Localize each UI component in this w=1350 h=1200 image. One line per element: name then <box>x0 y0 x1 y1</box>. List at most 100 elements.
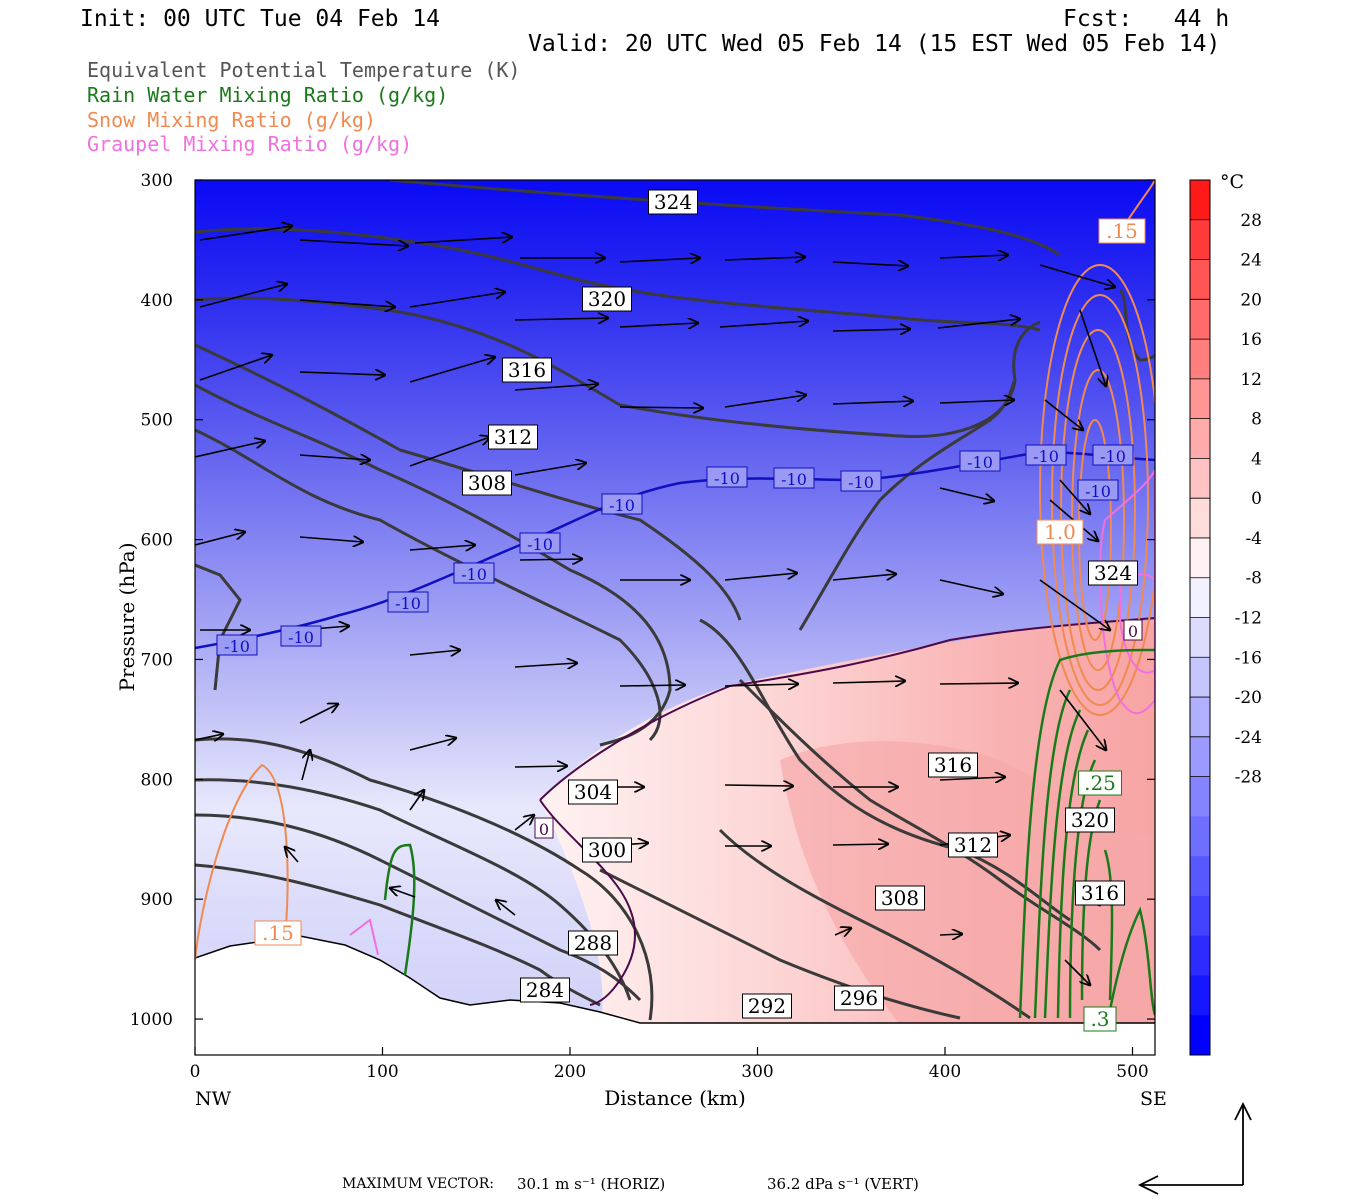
theta-e-label: 300 <box>588 838 626 862</box>
colorbar-swatch <box>1190 816 1210 857</box>
colorbar-swatch <box>1190 537 1210 579</box>
colorbar-tick-label: -24 <box>1235 728 1262 748</box>
theta-e-label: 308 <box>468 471 506 495</box>
isotherm-label-box <box>1025 444 1067 466</box>
colorbar-tick-label: -20 <box>1235 688 1262 708</box>
colorbar-swatch <box>1190 736 1210 778</box>
colorbar-swatch <box>1190 498 1210 539</box>
field-label-rain: Rain Water Mixing Ratio (g/kg) <box>87 83 449 107</box>
theta-e-label: 320 <box>588 287 626 311</box>
theta-e-label-box <box>568 779 618 805</box>
max-vector-vert: 36.2 dPa s⁻¹ (VERT) <box>767 1175 919 1193</box>
theta-e-label: 308 <box>881 886 919 910</box>
forecast-hour: Fcst: 44 h <box>1063 6 1230 32</box>
y-tick-label: 1000 <box>130 1010 173 1030</box>
colorbar-tick-label: 8 <box>1251 410 1262 430</box>
colorbar-tick-label: 28 <box>1240 211 1262 231</box>
theta-e-label-box <box>928 752 978 778</box>
theta-e-label-box <box>742 993 792 1019</box>
colorbar-swatch <box>1190 657 1210 698</box>
y-tick-label: 700 <box>141 650 173 670</box>
x-axis: 0 100 200 300 400 500 <box>190 1047 1149 1082</box>
y-tick-label: 600 <box>141 531 173 551</box>
theta-e-label: 312 <box>954 833 992 857</box>
isotherm-label: -10 <box>461 565 487 584</box>
field-label-snow: Snow Mixing Ratio (g/kg) <box>87 108 376 132</box>
theta-e-label-box <box>875 885 925 911</box>
y-tick-label: 300 <box>141 171 173 191</box>
colorbar: 28 24 20 16 12 8 4 0 -4 -8 -12 -16 -20 -24 -28 <box>1189 179 1262 1056</box>
theta-e-label: 284 <box>526 978 564 1002</box>
isotherm-label-box <box>601 493 643 515</box>
isotherm-label-box <box>534 817 554 839</box>
isotherm-label: -10 <box>848 473 874 492</box>
theta-e-label-box <box>462 470 512 496</box>
theta-e-label-box <box>1088 560 1138 586</box>
colorbar-swatch <box>1190 975 1210 1016</box>
valid-time: Valid: 20 UTC Wed 05 Feb 14 (15 EST Wed … <box>528 31 1221 57</box>
colorbar-swatch <box>1190 418 1210 459</box>
x-tick-label: 0 <box>190 1062 201 1082</box>
colorbar-tick-label: 0 <box>1251 489 1262 509</box>
isotherm-label: -10 <box>395 594 421 613</box>
y-tick-label: 900 <box>141 890 173 910</box>
theta-e-label: 292 <box>748 994 786 1018</box>
isotherm-label: -10 <box>224 637 250 656</box>
snow-label-box <box>254 920 302 946</box>
snow-label-box <box>1098 218 1146 244</box>
colorbar-tick-label: -28 <box>1235 768 1262 788</box>
minus-10-isotherm <box>195 450 1155 650</box>
reference-vectors <box>1137 1101 1252 1195</box>
theta-e-label: 324 <box>1094 561 1132 585</box>
theta-e-label-box <box>648 189 698 215</box>
colorbar-tick-label: -12 <box>1235 609 1262 629</box>
colorbar-swatch <box>1190 577 1210 618</box>
x-axis-right-end: SE <box>1140 1088 1167 1110</box>
colorbar-tick-label: -4 <box>1245 529 1262 549</box>
temperature-shading: 324 320 316 312 308 304 300 288 284 292 296 316 312 3… <box>195 180 1155 1055</box>
theta-e-label: 316 <box>934 753 972 777</box>
theta-e-label: 288 <box>574 931 612 955</box>
theta-e-label: 324 <box>654 190 692 214</box>
colorbar-tick-label: 16 <box>1240 330 1262 350</box>
isotherm-label-box <box>216 634 258 656</box>
theta-e-label-box <box>488 424 538 450</box>
theta-e-label: 320 <box>1071 808 1109 832</box>
theta-e-label-box <box>948 832 998 858</box>
isotherm-label-box <box>840 470 882 492</box>
isotherm-label: 0 <box>539 820 549 839</box>
theta-e-label-box <box>834 985 884 1011</box>
isotherm-label-box <box>453 562 495 584</box>
theta-e-label-box <box>1075 880 1125 906</box>
isotherm-label-box <box>1123 619 1143 641</box>
max-vector-prefix: MAXIMUM VECTOR: <box>342 1176 494 1192</box>
colorbar-tick-label: 24 <box>1240 251 1262 271</box>
x-tick-label: 300 <box>741 1062 773 1082</box>
colorbar-tick-label: 20 <box>1240 290 1262 310</box>
zero-isotherm <box>539 617 1155 801</box>
colorbar-tick-label: 12 <box>1240 370 1262 390</box>
y-tick-label: 400 <box>141 291 173 311</box>
theta-e-label-box <box>520 977 570 1003</box>
x-axis-label: Distance (km) <box>604 1086 746 1110</box>
isotherm-label: -10 <box>714 469 740 488</box>
isotherm-label: -10 <box>1085 482 1111 501</box>
isotherm-label-box <box>773 467 815 489</box>
colorbar-swatch <box>1190 339 1210 380</box>
colorbar-swatch <box>1190 180 1210 221</box>
isotherm-label-box <box>280 625 322 647</box>
colorbar-swatch <box>1190 259 1210 300</box>
theta-e-label: 312 <box>494 425 532 449</box>
x-tick-label: 100 <box>366 1062 398 1082</box>
x-axis-left-end: NW <box>195 1088 232 1110</box>
colorbar-swatch <box>1190 697 1210 738</box>
theta-e-label: 316 <box>1081 881 1119 905</box>
snow-label: 1.0 <box>1044 520 1076 544</box>
colorbar-swatch <box>1190 935 1210 976</box>
rain-label: .25 <box>1084 771 1116 795</box>
isotherm-label-box <box>959 450 1001 472</box>
max-vector-horiz: 30.1 m s⁻¹ (HORIZ) <box>517 1175 666 1193</box>
y-tick-label: 800 <box>141 770 173 790</box>
colorbar-tick-label: -16 <box>1235 648 1262 668</box>
